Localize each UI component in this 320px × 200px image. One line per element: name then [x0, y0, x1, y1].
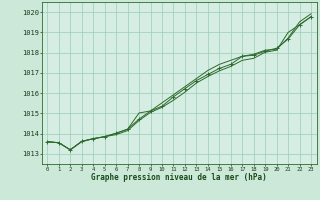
X-axis label: Graphe pression niveau de la mer (hPa): Graphe pression niveau de la mer (hPa): [91, 173, 267, 182]
